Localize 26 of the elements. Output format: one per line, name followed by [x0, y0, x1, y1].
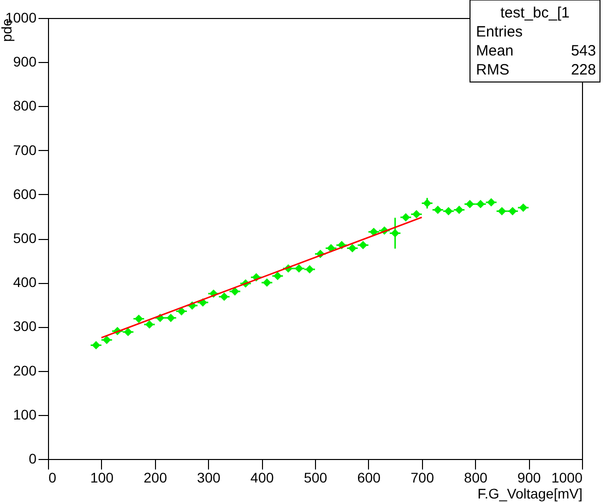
y-tick-label: 300: [13, 318, 37, 334]
x-tick-label: 0: [48, 470, 56, 486]
y-tick-label: 400: [13, 274, 37, 290]
y-tick-label: 200: [13, 362, 37, 378]
y-tick-label: 800: [13, 98, 37, 114]
y-tick-label: 0: [28, 450, 37, 466]
y-tick-label: 700: [13, 142, 37, 158]
x-tick-label: 200: [144, 470, 168, 486]
x-tick-label: 1000: [551, 470, 583, 486]
x-tick-label: 800: [464, 470, 488, 486]
text: Mean 543: [476, 42, 596, 60]
x-tick-label: 600: [357, 470, 381, 486]
x-tick-label: 300: [197, 470, 221, 486]
y-tick-label: 600: [13, 186, 37, 202]
annotation: Entries: [476, 24, 523, 40]
x-tick-label: 400: [250, 470, 274, 486]
x-tick-label: 700: [410, 470, 434, 486]
y-tick-label: 500: [13, 230, 37, 246]
y-tick-label: 900: [13, 54, 37, 70]
x-tick-label: 500: [304, 470, 328, 486]
x-tick-label: 900: [517, 470, 541, 486]
x-axis-title: F.G_Voltage[mV]: [477, 486, 582, 502]
text: RMS 228: [476, 62, 596, 78]
x-tick-label: 100: [90, 470, 114, 486]
y-tick-label: 100: [13, 406, 37, 422]
annotation: test_bc_[1: [500, 4, 570, 22]
